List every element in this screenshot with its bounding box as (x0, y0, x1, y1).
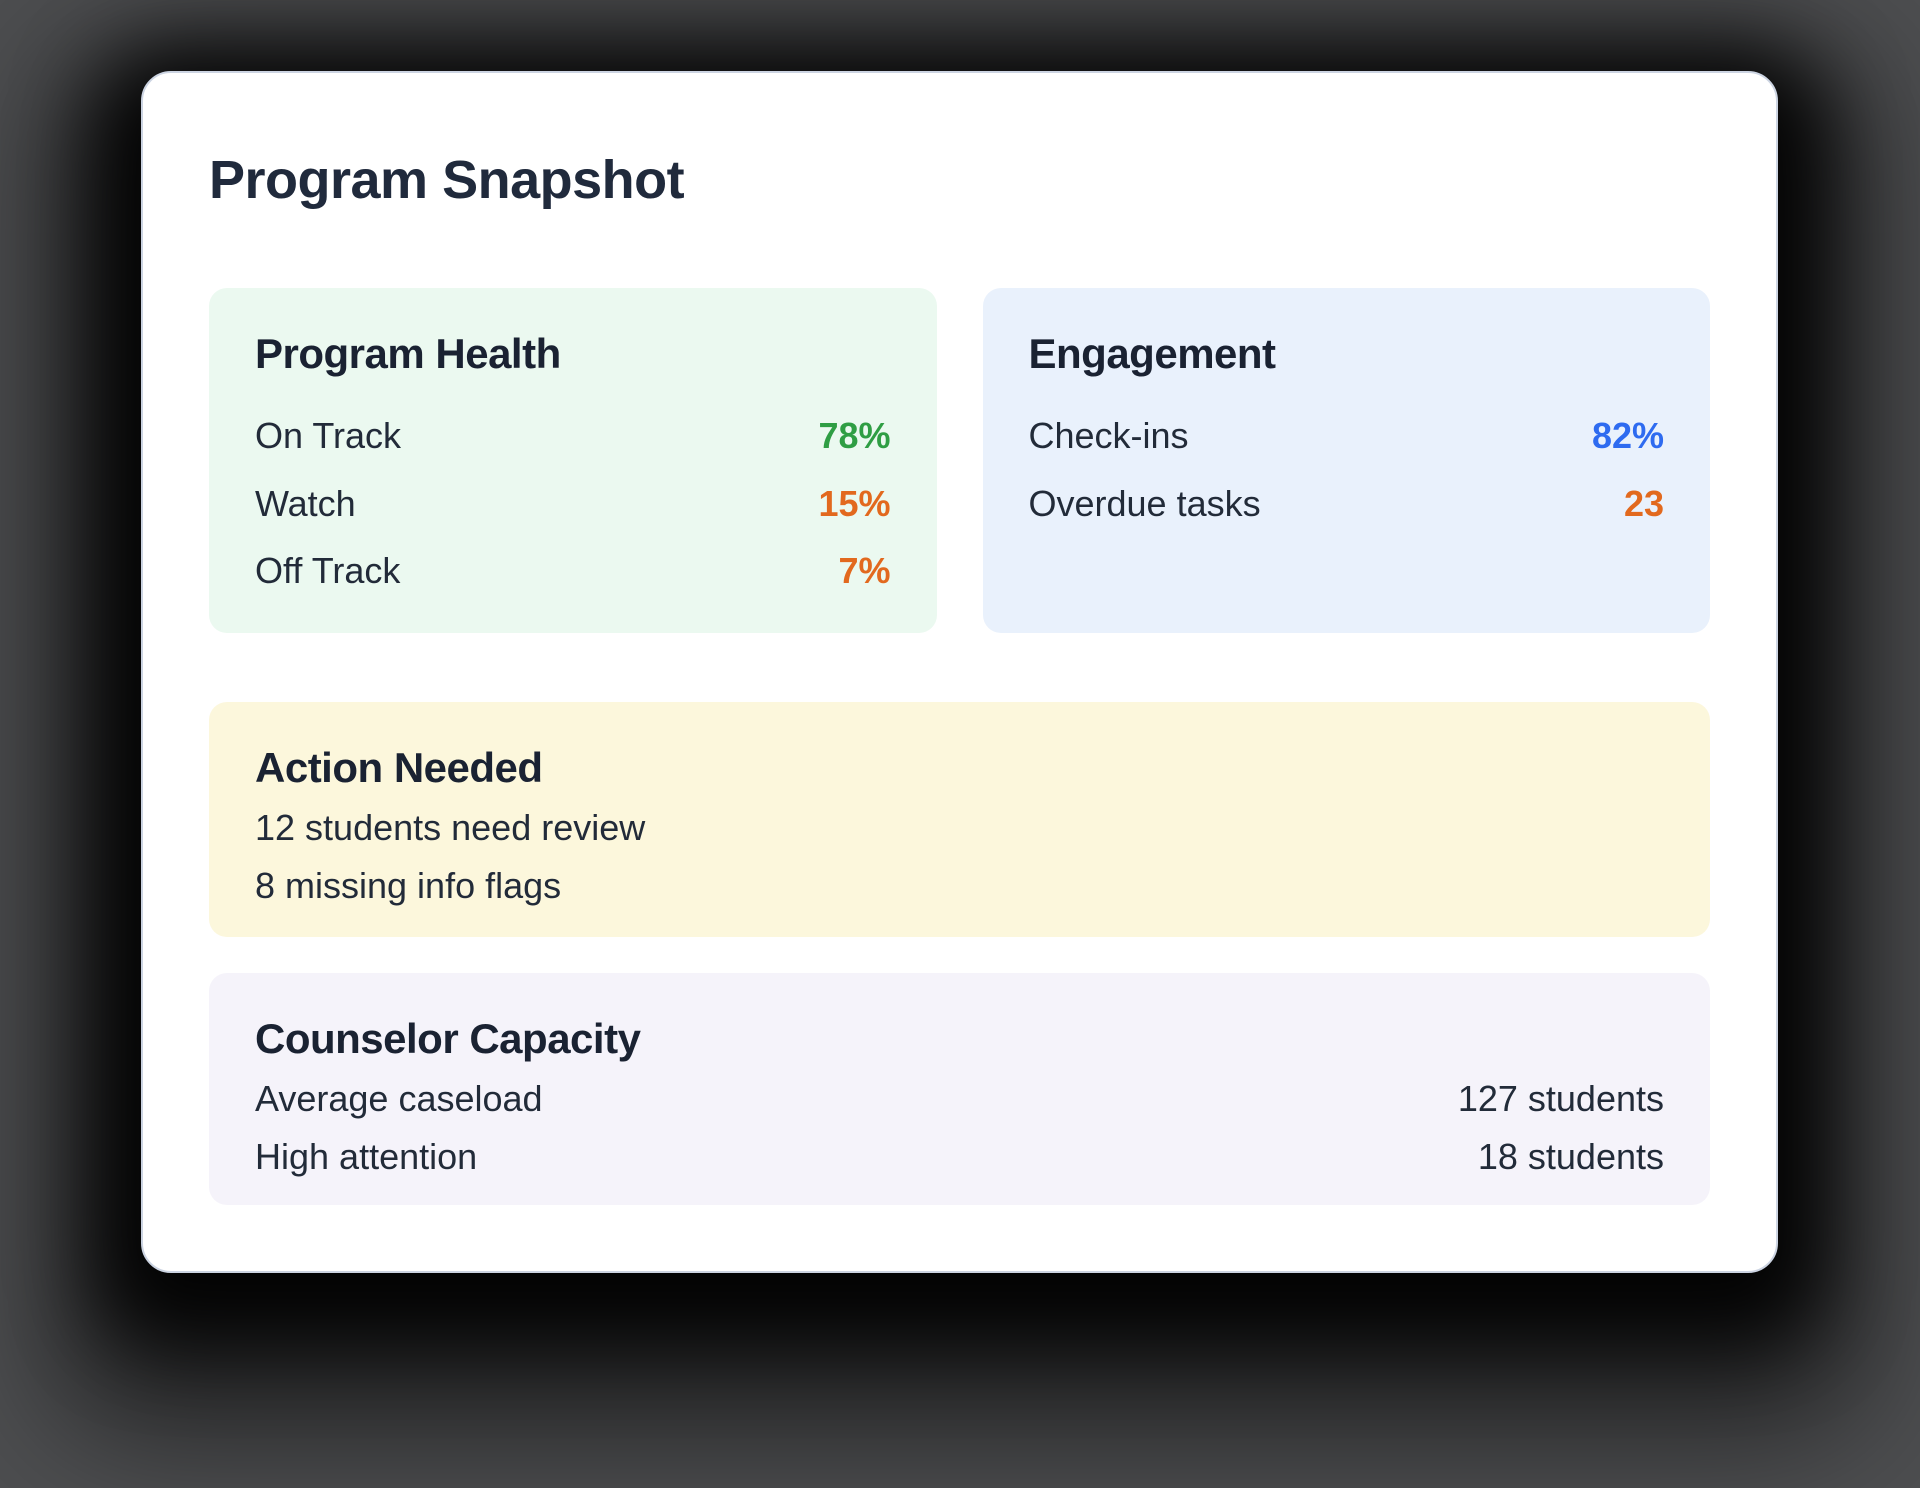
watch-value: 15% (818, 482, 891, 524)
stat-row-high-attention: High attention 18 students (255, 1135, 1664, 1178)
watch-label: Watch (255, 482, 356, 524)
overdue-tasks-label: Overdue tasks (1028, 482, 1261, 524)
counselor-capacity-title: Counselor Capacity (255, 1015, 641, 1063)
program-health-title: Program Health (255, 330, 561, 378)
average-caseload-value: 127 students (1457, 1078, 1664, 1120)
on-track-value: 78% (818, 415, 891, 457)
action-needed-title: Action Needed (255, 744, 543, 792)
overdue-tasks-value: 23 (1623, 482, 1664, 524)
action-needed-panel: Action Needed 12 students need review 8 … (209, 702, 1710, 938)
stat-row-on-track: On Track 78% (255, 414, 891, 457)
on-track-label: On Track (255, 415, 402, 457)
counselor-capacity-panel: Counselor Capacity Average caseload 127 … (209, 973, 1710, 1206)
average-caseload-label: Average caseload (255, 1078, 543, 1120)
check-ins-label: Check-ins (1028, 415, 1189, 457)
off-track-value: 7% (838, 549, 891, 591)
action-line-students-review: 12 students need review (255, 807, 646, 849)
stat-row-overdue-tasks: Overdue tasks 23 (1029, 482, 1665, 525)
summary-cards-row: Program Health On Track 78% Watch 15% Of… (209, 288, 1710, 634)
program-health-panel: Program Health On Track 78% Watch 15% Of… (209, 288, 937, 634)
engagement-panel: Engagement Check-ins 82% Overdue tasks 2… (982, 288, 1710, 634)
stat-row-average-caseload: Average caseload 127 students (255, 1077, 1664, 1120)
stat-row-check-ins: Check-ins 82% (1029, 414, 1665, 457)
engagement-title: Engagement (1028, 330, 1277, 378)
high-attention-label: High attention (255, 1135, 478, 1177)
check-ins-value: 82% (1591, 415, 1664, 457)
page-title: Program Snapshot (209, 150, 685, 210)
off-track-label: Off Track (255, 549, 401, 591)
action-line-missing-info: 8 missing info flags (255, 864, 562, 906)
program-snapshot-card: Program Snapshot Program Health On Track… (141, 71, 1778, 1273)
stat-row-watch: Watch 15% (255, 482, 891, 525)
stat-row-off-track: Off Track 7% (255, 549, 891, 592)
high-attention-value: 18 students (1477, 1135, 1664, 1177)
